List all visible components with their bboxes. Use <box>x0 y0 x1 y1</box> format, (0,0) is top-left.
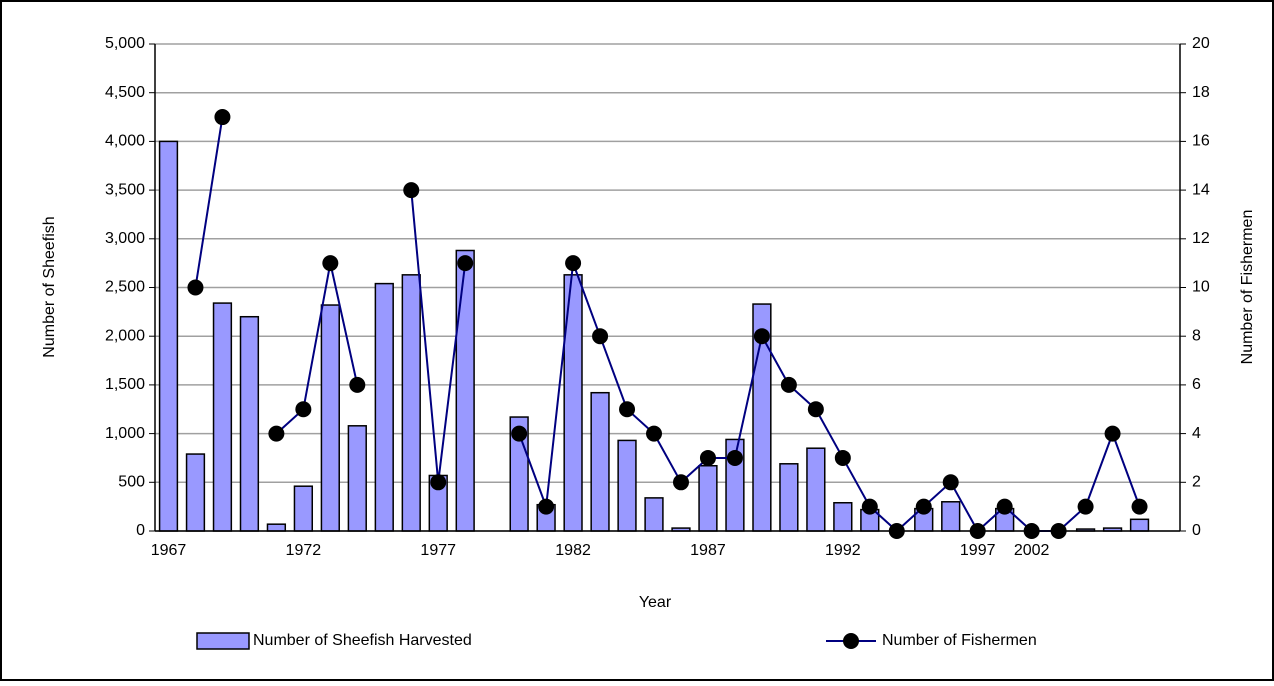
bar <box>590 391 610 532</box>
y-tick-label: 1,000 <box>105 425 145 442</box>
x-tick-label: 1972 <box>286 542 322 559</box>
y-tick-label: 4,000 <box>105 133 145 150</box>
point <box>592 328 609 345</box>
bar <box>212 302 233 532</box>
y-tick-label: 5,000 <box>105 35 145 52</box>
point <box>646 425 663 442</box>
y2-tick-label: 12 <box>1192 230 1210 247</box>
point <box>915 498 932 515</box>
y-tick-label: 2,000 <box>105 327 145 344</box>
point <box>430 474 447 491</box>
point <box>996 498 1013 515</box>
bar <box>806 447 826 532</box>
y-tick-label: 3,000 <box>105 230 145 247</box>
bar <box>266 523 287 532</box>
y-axis-title: Number of Sheefish <box>41 216 58 357</box>
y2-tick-label: 4 <box>1192 425 1201 442</box>
bar <box>185 453 206 532</box>
bar <box>455 249 475 532</box>
point <box>322 255 339 272</box>
point <box>349 376 366 393</box>
bar <box>401 274 421 532</box>
legend-label: Number of Fishermen <box>882 632 1037 649</box>
point <box>672 474 689 491</box>
bar <box>374 282 394 532</box>
bar <box>779 463 799 532</box>
x-tick-label: 1982 <box>555 542 591 559</box>
x-tick-label: 1987 <box>690 542 726 559</box>
bar <box>698 464 718 532</box>
point <box>268 425 285 442</box>
point <box>403 182 420 199</box>
y-tick-label: 4,500 <box>105 84 145 101</box>
point <box>699 449 716 466</box>
y-tick-label: 0 <box>136 522 145 539</box>
point <box>834 449 851 466</box>
point <box>187 279 204 296</box>
legend-label: Number of Sheefish Harvested <box>253 632 472 649</box>
y2-tick-label: 8 <box>1192 327 1201 344</box>
bar <box>941 501 961 532</box>
point <box>511 425 528 442</box>
y2-tick-label: 0 <box>1192 522 1201 539</box>
y-tick-label: 1,500 <box>105 376 145 393</box>
line <box>194 116 1141 533</box>
point <box>942 474 959 491</box>
point <box>295 401 312 418</box>
point <box>1131 498 1148 515</box>
y2-tick-label: 18 <box>1192 84 1210 101</box>
y2-tick-label: 20 <box>1192 35 1210 52</box>
y-tick-label: 3,500 <box>105 181 145 198</box>
y-tick-label: 500 <box>118 474 145 491</box>
x-axis-title: Year <box>639 594 672 611</box>
y2-tick-label: 14 <box>1192 181 1210 198</box>
bar <box>239 315 260 532</box>
y2-axis-title: Number of Fishermen <box>1239 210 1256 365</box>
bar <box>833 502 853 532</box>
x-tick-label: 1997 <box>960 542 996 559</box>
bar <box>158 140 179 532</box>
point <box>861 498 878 515</box>
bar <box>1129 518 1150 532</box>
legend-marker <box>843 633 859 649</box>
point <box>807 401 824 418</box>
y2-tick-label: 2 <box>1192 474 1201 491</box>
y-tick-label: 2,500 <box>105 279 145 296</box>
y2-tick-label: 16 <box>1192 133 1210 150</box>
point <box>726 449 743 466</box>
point <box>753 328 770 345</box>
y2-tick-label: 10 <box>1192 279 1210 296</box>
bar <box>347 425 367 532</box>
bar <box>320 304 340 532</box>
point <box>1104 425 1121 442</box>
point <box>780 376 797 393</box>
point <box>565 255 582 272</box>
x-tick-label: 2002 <box>1014 542 1050 559</box>
y2-tick-label: 6 <box>1192 376 1201 393</box>
point <box>1077 498 1094 515</box>
bar <box>617 439 637 532</box>
point <box>538 498 555 515</box>
bar <box>293 485 314 532</box>
x-tick-label: 1977 <box>420 542 456 559</box>
x-tick-label: 1967 <box>151 542 187 559</box>
legend-swatch <box>196 632 250 650</box>
point <box>457 255 474 272</box>
x-tick-label: 1992 <box>825 542 861 559</box>
point <box>214 109 231 126</box>
bar <box>644 497 664 532</box>
point <box>619 401 636 418</box>
